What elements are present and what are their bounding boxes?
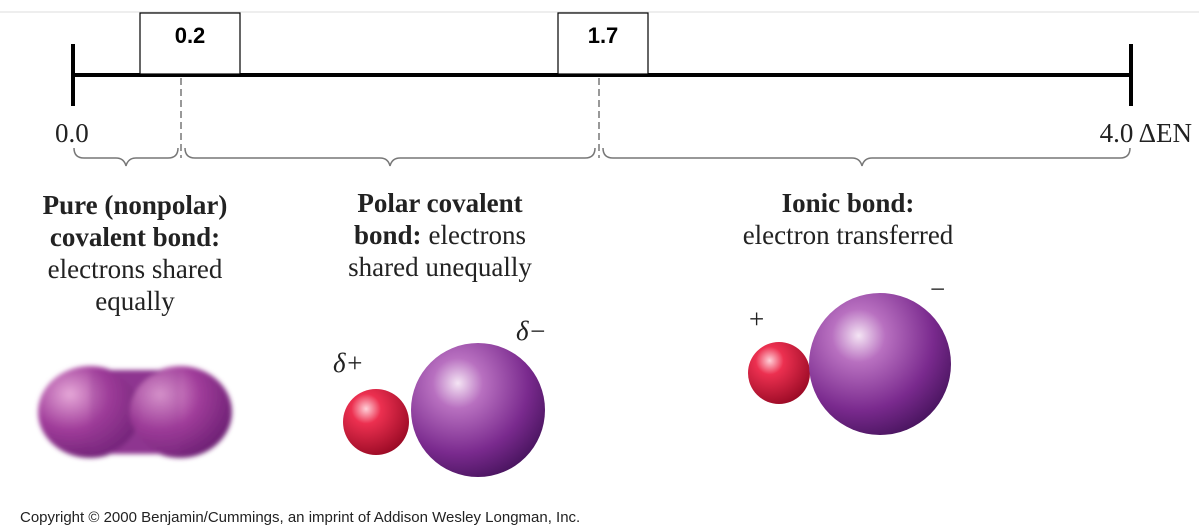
charge-label: δ− xyxy=(516,316,547,346)
region-description: electron transferred xyxy=(743,220,954,250)
region-title: Polar covalent xyxy=(357,188,522,218)
region-line: bond:electrons xyxy=(354,220,526,250)
region-title: bond: xyxy=(354,220,422,250)
copyright: Copyright © 2000 Benjamin/Cummings, an i… xyxy=(20,509,580,526)
charge-label: + xyxy=(749,304,764,334)
charge-label: − xyxy=(930,274,945,304)
region-description: equally xyxy=(95,286,175,316)
diagram: 0.2 1.7 0.0 4.0 ΔEN Pure (nonpolar) cova… xyxy=(0,0,1199,529)
region-title: covalent bond: xyxy=(50,222,220,252)
ionic-molecule xyxy=(748,293,951,435)
region-description: electrons xyxy=(429,220,526,250)
charge-label: δ+ xyxy=(333,348,364,378)
nonpolar-molecule xyxy=(38,366,232,458)
marker-label: 1.7 xyxy=(588,23,619,48)
marker-label: 0.2 xyxy=(175,23,206,48)
threshold-lines xyxy=(181,78,599,158)
polar-molecule xyxy=(343,343,545,477)
region-title: Ionic bond: xyxy=(782,188,915,218)
region-description: electrons shared xyxy=(48,254,223,284)
region-title: Pure (nonpolar) xyxy=(43,190,228,220)
region-text: Pure (nonpolar) covalent bond: electrons… xyxy=(43,188,954,316)
scale-start: 0.0 xyxy=(55,118,89,148)
scale-end: 4.0 ΔEN xyxy=(1100,118,1192,148)
region-description: shared unequally xyxy=(348,252,532,282)
braces xyxy=(74,148,1130,166)
